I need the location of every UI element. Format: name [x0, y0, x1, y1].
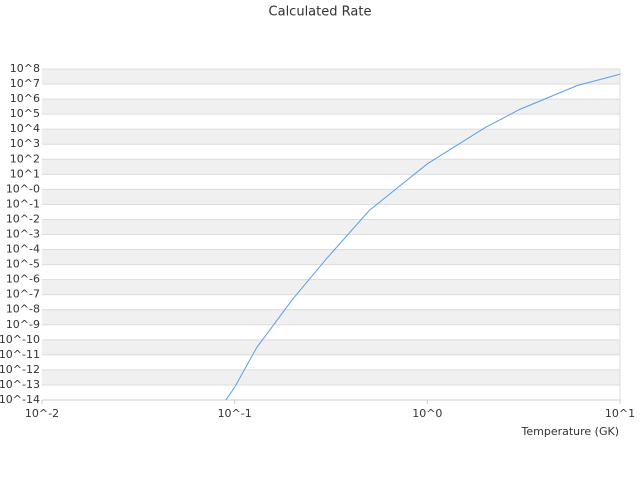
chart-title: Calculated Rate	[269, 5, 372, 20]
y-tick-label: 10^-3	[6, 228, 40, 241]
y-tick-label: 10^-12	[0, 363, 40, 376]
y-tick-label: 10^8	[10, 62, 40, 75]
y-tick-label: 10^-9	[6, 318, 40, 331]
grid-band	[42, 69, 620, 85]
y-tick-label: 10^4	[10, 122, 40, 135]
grid-band	[42, 279, 620, 295]
grid-band	[42, 219, 620, 235]
y-tick-label: 10^-10	[0, 333, 40, 346]
y-tick-label: 10^-0	[6, 182, 40, 195]
grid-band	[42, 309, 620, 325]
grid-band	[42, 369, 620, 385]
y-tick-label: 10^-6	[6, 273, 40, 286]
y-tick-label: 10^-4	[6, 243, 40, 256]
y-tick-label: 10^-13	[0, 378, 40, 391]
grid-band	[42, 159, 620, 175]
y-tick-label: 10^-8	[6, 303, 40, 316]
y-tick-label: 10^-2	[6, 212, 40, 225]
x-tick-label: 10^0	[412, 407, 442, 420]
grid-band	[42, 129, 620, 145]
data-line	[225, 73, 621, 401]
x-tick-label: 10^-2	[25, 407, 59, 420]
y-tick-label: 10^2	[10, 152, 40, 165]
y-tick-label: 10^-1	[6, 197, 40, 210]
y-tick-label: 10^7	[10, 77, 40, 90]
x-tick-label: 10^-1	[218, 407, 252, 420]
grid-band	[42, 249, 620, 265]
y-tick-label: 10^-11	[0, 348, 40, 361]
x-tick-label: 10^1	[605, 407, 635, 420]
grid-band	[42, 99, 620, 115]
y-tick-label: 10^-14	[0, 393, 40, 406]
grid-band	[42, 339, 620, 355]
y-tick-label: 10^5	[10, 107, 40, 120]
y-tick-label: 10^1	[10, 167, 40, 180]
y-tick-label: 10^6	[10, 92, 40, 105]
y-tick-label: 10^-7	[6, 288, 40, 301]
y-tick-label: 10^3	[10, 137, 40, 150]
x-axis-label: Temperature (GK)	[521, 425, 620, 438]
grid-band	[42, 189, 620, 205]
y-tick-label: 10^-5	[6, 258, 40, 271]
